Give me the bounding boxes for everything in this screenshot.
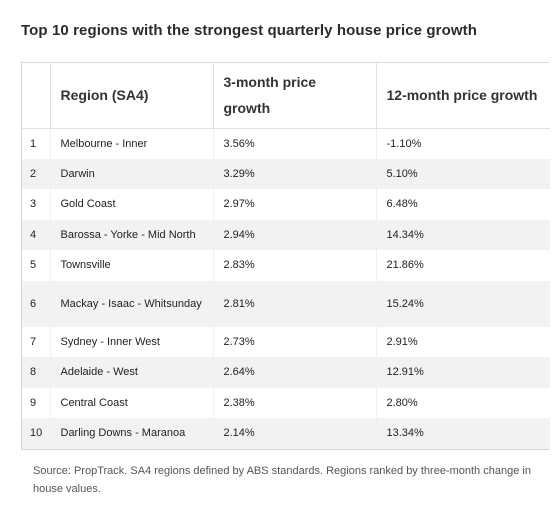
table-header-row: Region (SA4) 3-month price growth 12-mon… [22, 63, 550, 129]
three-month-cell: 3.29% [212, 158, 376, 189]
region-cell: Melbourne - Inner [49, 128, 213, 159]
three-month-cell: 2.83% [212, 250, 376, 281]
region-cell: Darwin [49, 158, 213, 189]
table-row: 5 Townsville 2.83% 21.86% [22, 250, 550, 281]
header-rank [22, 63, 50, 129]
rank-cell: 1 [22, 128, 50, 159]
header-region: Region (SA4) [49, 63, 213, 129]
table-row: 6 Mackay - Isaac - Whitsunday 2.81% 15.2… [22, 280, 550, 327]
rank-cell: 6 [22, 280, 50, 327]
twelve-month-cell: 12.91% [375, 357, 550, 388]
region-cell: Adelaide - West [49, 357, 213, 388]
twelve-month-cell: 2.80% [375, 387, 550, 418]
rank-cell: 9 [22, 387, 50, 418]
three-month-cell: 2.64% [212, 357, 376, 388]
region-cell: Sydney - Inner West [49, 326, 213, 357]
source-note: Source: PropTrack. SA4 regions defined b… [33, 465, 531, 495]
three-month-cell: 2.73% [212, 326, 376, 357]
table-row: 7 Sydney - Inner West 2.73% 2.91% [22, 326, 550, 357]
twelve-month-cell: 5.10% [375, 158, 550, 189]
table-row: 1 Melbourne - Inner 3.56% -1.10% [22, 128, 550, 159]
twelve-month-cell: 6.48% [375, 189, 550, 220]
twelve-month-cell: 14.34% [375, 219, 550, 250]
region-cell: Central Coast [49, 387, 213, 418]
region-cell: Barossa - Yorke - Mid North [49, 219, 213, 250]
twelve-month-cell: -1.10% [375, 128, 550, 159]
rank-cell: 10 [22, 418, 50, 449]
growth-table: Region (SA4) 3-month price growth 12-mon… [21, 62, 550, 450]
table-row: 8 Adelaide - West 2.64% 12.91% [22, 357, 550, 388]
rank-cell: 5 [22, 250, 50, 281]
region-cell: Townsville [49, 250, 213, 281]
header-12-month-growth: 12-month price growth [375, 63, 550, 129]
twelve-month-cell: 2.91% [375, 326, 550, 357]
table-row: 10 Darling Downs - Maranoa 2.14% 13.34% [22, 418, 550, 449]
region-cell: Gold Coast [49, 189, 213, 220]
rank-cell: 4 [22, 219, 50, 250]
table-row: 2 Darwin 3.29% 5.10% [22, 158, 550, 189]
region-cell: Darling Downs - Maranoa [49, 418, 213, 449]
three-month-cell: 2.38% [212, 387, 376, 418]
table-row: 9 Central Coast 2.38% 2.80% [22, 387, 550, 418]
three-month-cell: 3.56% [212, 128, 376, 159]
header-3-month-growth: 3-month price growth [212, 63, 376, 129]
table-row: 3 Gold Coast 2.97% 6.48% [22, 189, 550, 220]
rank-cell: 8 [22, 357, 50, 388]
three-month-cell: 2.94% [212, 219, 376, 250]
region-cell: Mackay - Isaac - Whitsunday [49, 280, 213, 327]
three-month-cell: 2.81% [212, 280, 376, 327]
table-title: Top 10 regions with the strongest quarte… [21, 22, 477, 39]
rank-cell: 3 [22, 189, 50, 220]
twelve-month-cell: 13.34% [375, 418, 550, 449]
rank-cell: 7 [22, 326, 50, 357]
twelve-month-cell: 15.24% [375, 280, 550, 327]
rank-cell: 2 [22, 158, 50, 189]
twelve-month-cell: 21.86% [375, 250, 550, 281]
three-month-cell: 2.14% [212, 418, 376, 449]
three-month-cell: 2.97% [212, 189, 376, 220]
table-row: 4 Barossa - Yorke - Mid North 2.94% 14.3… [22, 219, 550, 250]
